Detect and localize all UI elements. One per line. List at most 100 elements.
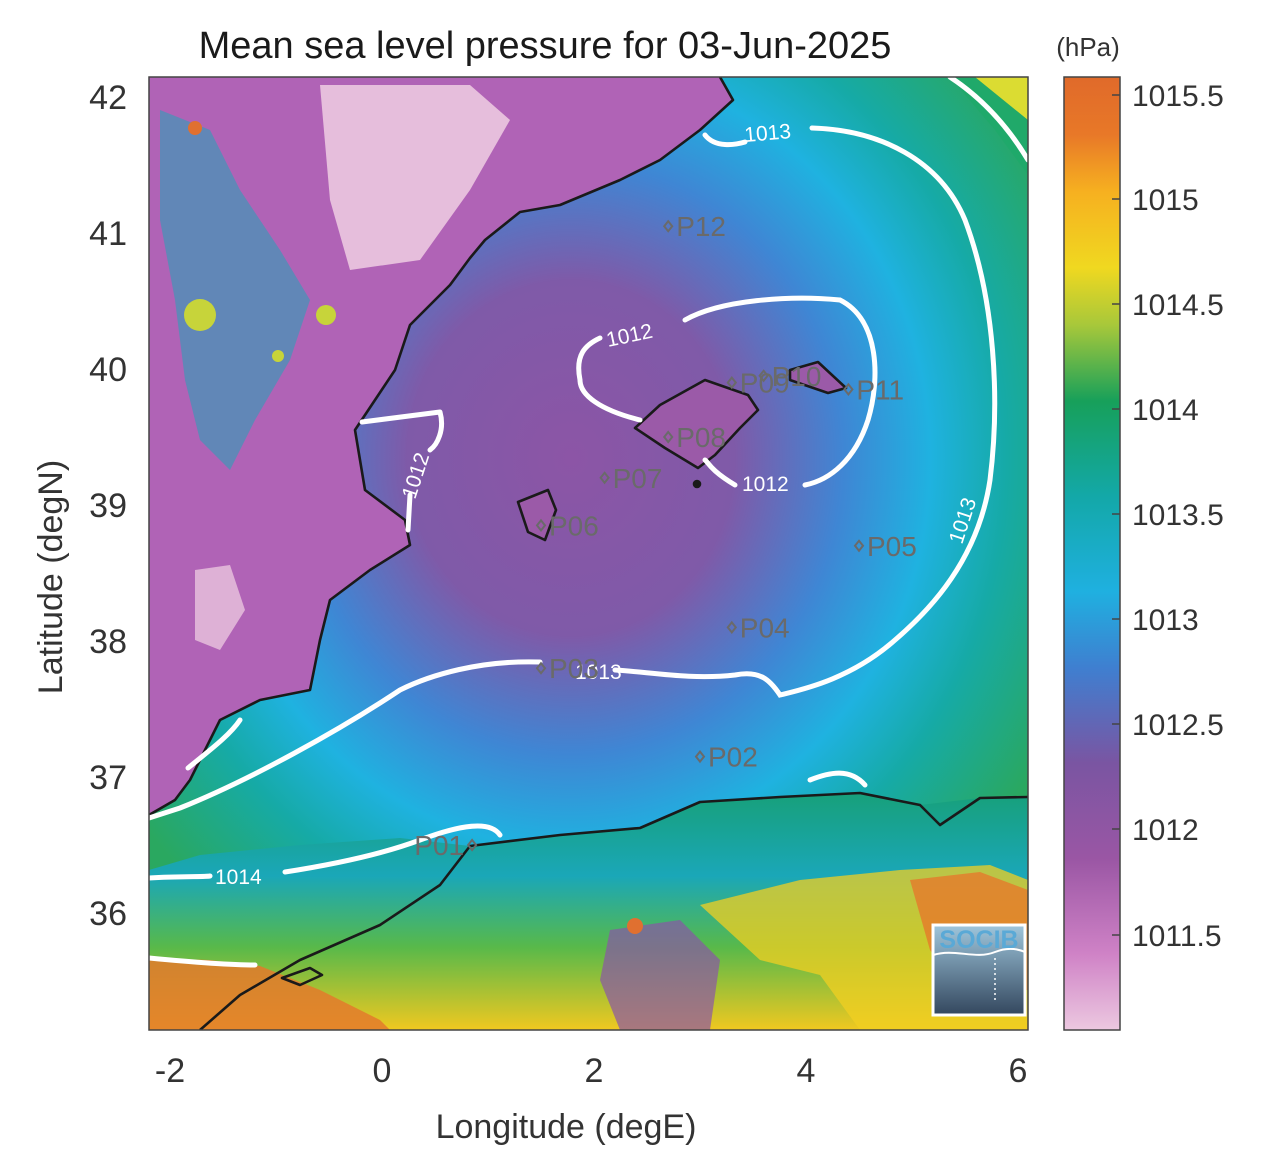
gulf-of-lion-yellow <box>975 77 1028 120</box>
station-p06: P06 <box>535 510 599 541</box>
y-tick-label: 40 <box>89 351 127 389</box>
station-p07: P07 <box>599 463 663 494</box>
iberia-teal-valley <box>160 110 310 470</box>
station-label: P10 <box>772 361 822 392</box>
station-marker-icon <box>853 539 865 553</box>
station-marker-icon <box>726 620 738 635</box>
hotspot <box>627 918 643 934</box>
station-marker-icon <box>726 375 738 390</box>
x-tick-label: 4 <box>797 1052 816 1090</box>
station-p10: P10 <box>758 361 822 392</box>
contour-1014 <box>149 823 503 881</box>
colorbar-tick-label: 1013.5 <box>1132 499 1224 532</box>
station-label: P08 <box>676 422 726 453</box>
colorbar-tick-label: 1015.5 <box>1132 80 1224 113</box>
chart-title: Mean sea level pressure for 03-Jun-2025 <box>199 25 892 67</box>
contour-label: 1013 <box>575 661 622 684</box>
ibiza-coastline <box>516 488 558 542</box>
colorbar-tick-label: 1014.5 <box>1132 289 1224 322</box>
colorbar-tick-label: 1012 <box>1132 814 1199 847</box>
pressure-contours <box>149 77 1028 968</box>
mallorca-coastline <box>633 378 760 470</box>
station-marker-icon <box>535 661 547 675</box>
colorbar-tick-label: 1013 <box>1132 604 1199 637</box>
contour-1015 <box>149 955 258 968</box>
station-p04: P04 <box>726 612 790 643</box>
station-label: P05 <box>867 531 917 562</box>
contour-1014-west-inland <box>185 717 243 771</box>
station-label: P11 <box>856 374 904 405</box>
station-marker-icon <box>694 749 706 764</box>
africa-coastline <box>199 791 1028 1030</box>
contour-1012-west <box>359 409 445 533</box>
logo-text: SOCIB <box>939 926 1018 954</box>
y-tick-label: 42 <box>89 79 127 117</box>
station-marker-icon <box>466 838 478 852</box>
hotspot <box>184 299 216 331</box>
station-p03: P03 <box>535 653 599 684</box>
station-p05: P05 <box>853 531 917 562</box>
iberia-coastline <box>149 77 735 817</box>
iberia-pale-south <box>195 565 245 650</box>
contour-1012-core <box>576 295 878 488</box>
menorca-island <box>790 362 846 393</box>
contour-label: 1013 <box>743 120 792 147</box>
station-marker-icon <box>662 430 674 444</box>
station-marker-icon <box>599 471 610 485</box>
station-label: P02 <box>708 742 758 773</box>
contour-1012-south-east <box>807 770 868 788</box>
hotspot <box>272 350 284 362</box>
alboran-island-coastline <box>280 966 324 987</box>
cabrera-island <box>692 479 702 489</box>
station-p01: P01 <box>414 830 478 861</box>
logo-panel <box>931 923 1027 1017</box>
station-p12: P12 <box>662 211 726 242</box>
y-tick-label: 41 <box>89 215 127 253</box>
contour-label: 1014 <box>215 866 262 889</box>
x-axis: -2 0 2 4 6 Longitude (degE) <box>155 1052 1028 1146</box>
x-axis-label: Longitude (degE) <box>436 1108 697 1146</box>
station-label: P03 <box>549 653 599 684</box>
land-hotspots <box>184 121 643 934</box>
colorbar-ticks <box>1112 94 1120 936</box>
logo-wave <box>932 947 1026 956</box>
colorbar-tick-label: 1012.5 <box>1132 709 1224 742</box>
y-tick-label: 38 <box>89 623 127 661</box>
map-plot-area: 1013 1012 1012 1012 1013 1013 1014 P01P0… <box>149 77 1028 1030</box>
x-tick-label: 0 <box>373 1052 392 1090</box>
hotspot <box>188 121 202 135</box>
morocco-orange-band <box>149 958 390 1030</box>
station-p08: P08 <box>662 422 726 453</box>
colorbar-unit: (hPa) <box>1056 32 1120 62</box>
y-axis: 42 41 40 39 38 37 36 Latitude (degN) <box>32 79 127 933</box>
station-p11: P11 <box>843 374 904 405</box>
colorbar-gradient <box>1063 76 1121 1031</box>
contour-label: 1012 <box>742 473 789 496</box>
colorbar-tick-label: 1011.5 <box>1132 920 1222 953</box>
map-frame <box>148 76 1029 1031</box>
colorbar-tick-labels: 1015.5 1015 1014.5 1014 1013.5 1013 1012… <box>1132 80 1224 953</box>
station-label: P07 <box>613 463 663 494</box>
colorbar: (hPa) 1015.5 1015 1014.5 1014 1013.5 101… <box>1056 32 1224 1031</box>
x-tick-label: -2 <box>155 1052 185 1090</box>
coastlines <box>149 77 1028 1030</box>
y-tick-label: 37 <box>89 759 127 797</box>
station-label: P01 <box>414 830 464 861</box>
x-tick-label: 2 <box>585 1052 604 1090</box>
station-label: P04 <box>740 612 790 643</box>
station-p02: P02 <box>694 742 758 773</box>
station-label: P12 <box>676 211 726 242</box>
contour-1013-gulf <box>947 77 1028 163</box>
colorbar-tick-label: 1015 <box>1132 184 1199 217</box>
y-tick-label: 36 <box>89 895 127 933</box>
station-marker-icon <box>535 518 547 533</box>
y-axis-label: Latitude (degN) <box>32 460 70 694</box>
socib-logo: SOCIB <box>931 923 1027 1017</box>
hotspot <box>316 305 336 325</box>
station-marker-icon <box>662 219 674 233</box>
colorbar-tick-label: 1014 <box>1132 394 1199 427</box>
contour-1013-north <box>149 125 998 821</box>
y-tick-label: 39 <box>89 487 127 525</box>
